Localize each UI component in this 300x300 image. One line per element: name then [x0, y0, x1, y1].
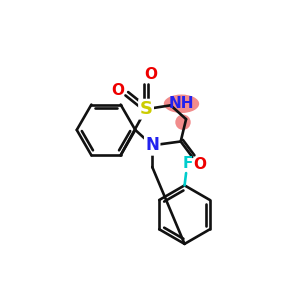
- Text: N: N: [145, 136, 159, 154]
- Ellipse shape: [164, 94, 199, 113]
- Text: O: O: [144, 67, 157, 82]
- Text: F: F: [182, 156, 193, 171]
- Text: O: O: [194, 157, 206, 172]
- Text: NH: NH: [169, 96, 194, 111]
- Text: S: S: [140, 100, 153, 118]
- Text: O: O: [111, 83, 124, 98]
- Ellipse shape: [175, 115, 191, 130]
